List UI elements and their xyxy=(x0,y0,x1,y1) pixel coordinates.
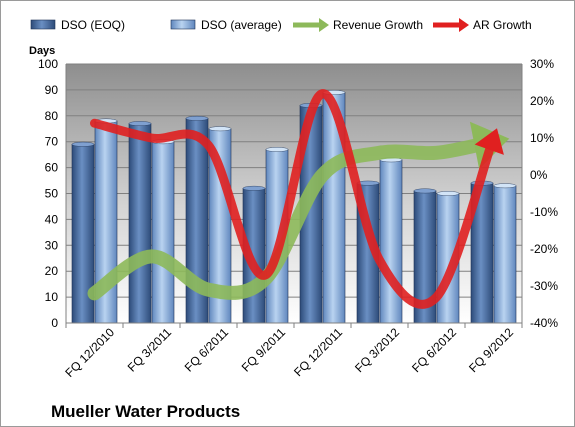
x-tick-label: FQ 9/2011 xyxy=(239,325,289,375)
x-tick-label: FQ 12/2011 xyxy=(291,325,345,379)
y-right-tick-label: 20% xyxy=(530,94,554,108)
bar-cap xyxy=(71,141,95,147)
legend-label: Revenue Growth xyxy=(333,18,423,32)
bar-cap xyxy=(128,121,152,126)
y-left-tick-label: 10 xyxy=(45,290,59,304)
y-right-tick-label: -20% xyxy=(530,242,558,256)
legend-label: DSO (EOQ) xyxy=(61,18,125,32)
y-left-tick-label: 30 xyxy=(45,238,59,252)
company-name: Mueller Water Products xyxy=(51,402,240,421)
bar-cap xyxy=(436,191,460,196)
y-left-tick-label: 90 xyxy=(45,83,59,97)
y-left-tick-label: 100 xyxy=(38,57,58,71)
x-tick-label: FQ 12/2010 xyxy=(62,325,117,380)
bar-cap xyxy=(265,147,289,152)
y-right-tick-label: 0% xyxy=(530,168,548,182)
y-right-tick-label: -40% xyxy=(530,316,558,330)
y-left-tick-label: 20 xyxy=(45,264,59,278)
revenue-growth-line xyxy=(87,136,494,301)
bar-cap xyxy=(208,126,232,132)
x-tick-label: FQ 9/2012 xyxy=(466,325,516,375)
x-tick-label: FQ 6/2011 xyxy=(182,325,232,375)
y-left-tick-label: 60 xyxy=(45,161,59,175)
bar-cap xyxy=(185,115,209,121)
legend-arrow xyxy=(459,18,469,32)
bar-dso-average xyxy=(379,159,403,324)
y-right-tick-label: 10% xyxy=(530,131,554,145)
bar-cap xyxy=(413,188,437,194)
legend-swatch xyxy=(170,19,196,30)
y-right-tick-label: 30% xyxy=(530,57,554,71)
growth-lines xyxy=(87,89,510,309)
legend-swatch xyxy=(30,19,56,30)
y-left-tick-label: 70 xyxy=(45,135,59,149)
bar-dso-average xyxy=(493,185,517,324)
y-right-tick-label: -30% xyxy=(530,279,558,293)
y-left-tick-label: 40 xyxy=(45,212,59,226)
bar-dso-eoq xyxy=(128,123,152,324)
legend-label: AR Growth xyxy=(473,18,532,32)
legend-arrow xyxy=(319,18,329,32)
bar-cap xyxy=(242,185,266,191)
legend-label: DSO (average) xyxy=(201,18,282,32)
y-left-tick-label: 80 xyxy=(45,109,59,123)
bar-dso-average xyxy=(151,141,175,324)
x-tick-label: FQ 3/2011 xyxy=(125,325,175,375)
y-left-tick-label: 50 xyxy=(45,187,59,201)
legend: DSO (EOQ) DSO (average) Revenue Growth AR G… xyxy=(30,18,532,32)
y-left-tick-label: 0 xyxy=(51,316,58,330)
y-axis-title: Days xyxy=(29,45,55,57)
x-tick-label: FQ 3/2012 xyxy=(352,325,402,375)
y-right-tick-label: -10% xyxy=(530,205,558,219)
ar-growth-arrowhead xyxy=(474,128,504,155)
bar-cap xyxy=(493,183,517,189)
ar-growth-line xyxy=(90,89,497,309)
x-tick-label: FQ 6/2012 xyxy=(409,325,459,375)
